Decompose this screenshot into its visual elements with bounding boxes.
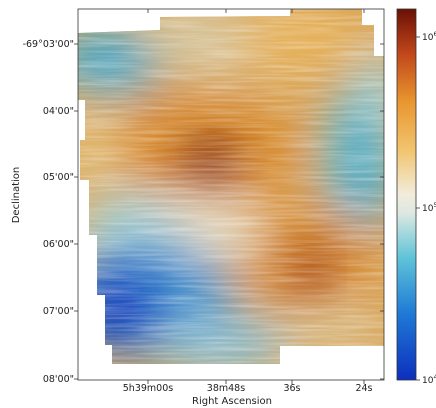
colorbar-tick-label: 104 — [422, 373, 436, 386]
intensity-map — [78, 9, 384, 364]
x-tick-labels: 5h39m00s 38m48s 36s 24s — [123, 383, 373, 394]
y-axis-title: Declination — [11, 167, 22, 224]
x-tick-label: 36s — [283, 383, 300, 394]
plot-frame — [77, 8, 385, 381]
x-tick-label: 38m48s — [207, 383, 245, 394]
y-tick-label: 05'00" — [43, 172, 74, 183]
y-tick-labels: -69°03'00" 04'00" 05'00" 06'00" 07'00" 0… — [23, 39, 74, 385]
axis-ticks — [74, 9, 384, 384]
y-tick-label: -69°03'00" — [23, 39, 74, 50]
x-tick-label: 24s — [355, 383, 372, 394]
colorbar-tick-label: 106 — [422, 30, 436, 43]
y-tick-label: 07'00" — [43, 306, 74, 317]
y-tick-label: 08'00" — [43, 374, 74, 385]
x-tick-label: 5h39m00s — [123, 383, 173, 394]
colorbar-tick-label: 105 — [422, 201, 436, 214]
colorbar: 106 105 104 — [396, 8, 436, 386]
y-tick-label: 04'00" — [43, 106, 74, 117]
colorbar-gradient — [396, 8, 417, 381]
x-axis-title: Right Ascension — [192, 396, 272, 407]
y-tick-label: 06'00" — [43, 239, 74, 250]
